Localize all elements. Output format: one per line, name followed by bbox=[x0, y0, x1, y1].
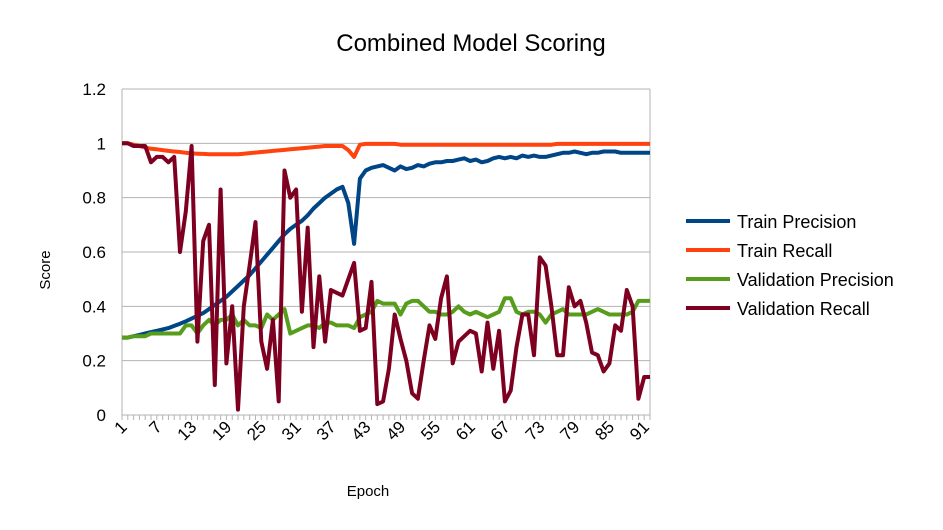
x-tick-label: 37 bbox=[313, 417, 340, 444]
series-line-train-precision bbox=[122, 149, 650, 340]
x-tick-label: 79 bbox=[557, 417, 584, 444]
x-tick-label: 7 bbox=[146, 417, 166, 437]
y-axis-ticks: 0 0.2 0.4 0.6 0.8 1 1.2 bbox=[82, 80, 106, 425]
y-tick-label: 1.2 bbox=[82, 80, 106, 99]
x-tick-label: 13 bbox=[174, 417, 201, 444]
legend-label: Train Recall bbox=[737, 241, 832, 261]
legend-label: Train Precision bbox=[737, 212, 856, 232]
y-tick-label: 1 bbox=[97, 134, 106, 153]
x-tick-label: 25 bbox=[243, 417, 270, 444]
x-tick-label: 61 bbox=[452, 417, 479, 444]
series-line-validation-precision bbox=[122, 296, 650, 340]
series-line-train-recall bbox=[122, 141, 650, 159]
x-tick-label: 55 bbox=[417, 417, 444, 444]
y-axis-label: Score bbox=[37, 250, 54, 289]
x-tick-label: 31 bbox=[278, 417, 305, 444]
series-line-validation-recall bbox=[122, 141, 650, 412]
x-tick-label: 73 bbox=[522, 417, 549, 444]
chart-title: Combined Model Scoring bbox=[336, 30, 605, 57]
x-tick-label: 67 bbox=[487, 417, 514, 444]
x-tick-label: 49 bbox=[383, 417, 410, 444]
x-tick-label: 1 bbox=[111, 417, 131, 437]
x-tick-label: 43 bbox=[348, 417, 375, 444]
series-lines bbox=[122, 141, 650, 412]
y-tick-label: 0.6 bbox=[82, 243, 106, 262]
y-tick-label: 0.2 bbox=[82, 352, 106, 371]
y-tick-label: 0 bbox=[97, 406, 106, 425]
x-tick-label: 91 bbox=[626, 417, 653, 444]
legend-label: Validation Recall bbox=[737, 299, 870, 319]
y-tick-label: 0.4 bbox=[82, 297, 106, 316]
y-tick-label: 0.8 bbox=[82, 189, 106, 208]
legend: Train Precision Train Recall Validation Pr… bbox=[686, 212, 894, 319]
x-axis-ticks: 1 7 13 19 25 31 37 43 49 55 61 67 73 79 85 91 bbox=[111, 415, 653, 444]
x-axis-label: Epoch bbox=[347, 483, 390, 500]
legend-label: Validation Precision bbox=[737, 270, 894, 290]
x-tick-label: 19 bbox=[208, 417, 235, 444]
x-tick-label: 85 bbox=[591, 417, 618, 444]
